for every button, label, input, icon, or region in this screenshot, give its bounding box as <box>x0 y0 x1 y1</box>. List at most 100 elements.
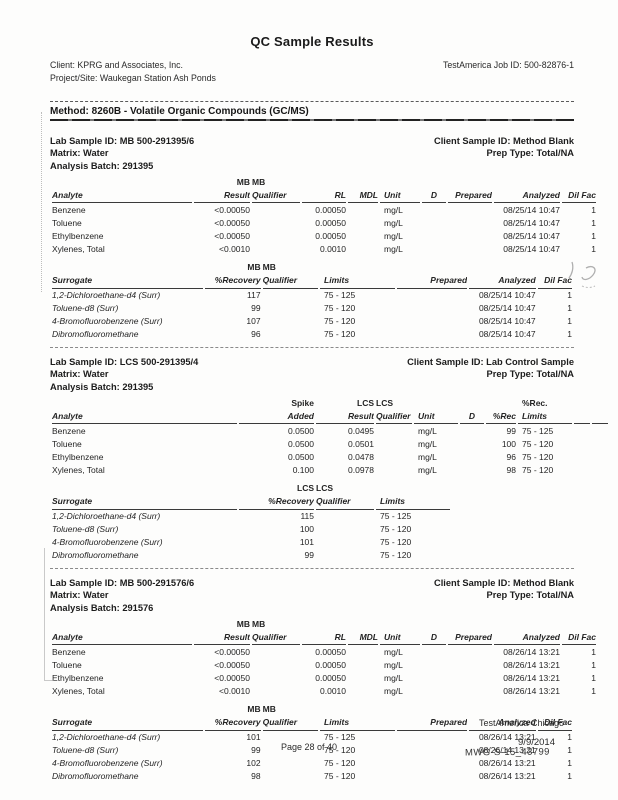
sample-id-block: Lab Sample ID: LCS 500-291395/4 Matrix: W… <box>50 356 574 394</box>
cell <box>376 424 412 437</box>
cell <box>592 424 608 437</box>
cell <box>422 216 446 229</box>
cell: 1 <box>567 289 572 300</box>
cell <box>397 315 468 328</box>
cell: 1 <box>591 659 596 670</box>
column-tag-row: LCS LCS <box>52 482 450 494</box>
footer-lab-name: TestAmerica Chicago <box>478 718 564 728</box>
cell: 1 <box>591 243 596 254</box>
cell <box>376 463 412 476</box>
cell <box>422 203 446 216</box>
cell <box>574 450 590 463</box>
table-row: 4-Bromofluorobenzene (Surr) 107 75 - 120 08… <box>52 315 572 328</box>
cell: mg/L <box>384 204 403 215</box>
cell: Xylenes, Total <box>52 685 105 696</box>
cell: Ethylbenzene <box>52 451 104 462</box>
cell: <0.00050 <box>214 204 250 215</box>
cell: 100 <box>501 438 516 449</box>
cell: 1 <box>591 204 596 215</box>
column-tag: LCS <box>376 398 393 409</box>
column-header: Prepared <box>396 274 468 289</box>
cell <box>263 770 318 783</box>
table-row: Toluene 0.0500 0.0501 mg/L 100 75 - 120 <box>52 437 608 450</box>
cell: 75 - 125 <box>324 731 356 742</box>
table-row: 4-Bromofluorobenzene (Surr) 102 75 - 120 08… <box>52 757 572 770</box>
cell: 75 - 120 <box>324 757 356 768</box>
cell <box>252 658 300 671</box>
column-header: Qualifier <box>376 409 412 425</box>
column-header: Dil Fac <box>562 188 596 204</box>
cell: 75 - 120 <box>380 536 412 547</box>
cell: 0.0010 <box>320 243 346 254</box>
column-header: RL <box>302 630 346 646</box>
cell <box>592 437 608 450</box>
cell <box>348 671 378 684</box>
cell: mg/L <box>418 464 437 475</box>
id-line: Lab Sample ID: MB 500-291576/6 <box>50 577 195 588</box>
column-header: Analyzed <box>494 188 560 204</box>
cell: 08/25/14 10:47 <box>503 217 560 228</box>
cell: 0.0500 <box>288 451 314 462</box>
cell: <0.00050 <box>214 672 250 683</box>
cell <box>397 731 468 744</box>
cell: Xylenes, Total <box>52 243 105 254</box>
table-row: Dibromofluoromethane 96 75 - 120 08/25/14 1… <box>52 328 572 341</box>
cell <box>348 203 378 216</box>
id-line: Client Sample ID: Method Blank <box>434 577 574 588</box>
cell: 75 - 120 <box>522 464 554 475</box>
cell: 1 <box>567 770 572 781</box>
cell <box>422 684 446 697</box>
job-id-line: TestAmerica Job ID: 500-82876-1 <box>442 60 574 70</box>
column-tag <box>448 176 492 188</box>
cell: 1 <box>591 217 596 228</box>
sample-id-block: Lab Sample ID: MB 500-291395/6 Matrix: Wa… <box>50 135 574 173</box>
cell: 1 <box>567 757 572 768</box>
sample-id-right: Client Sample ID: Method Blank Prep Type:… <box>434 577 574 615</box>
cell <box>592 463 608 476</box>
cell: 0.00050 <box>315 217 346 228</box>
cell: 4-Bromofluorobenzene (Surr) <box>52 757 163 768</box>
mb-analyte-table: MB MB Analyte Result Qualifier RL MDL Unit D Prep… <box>50 618 598 697</box>
mb-analyte-table: MB MB Analyte Result Qualifier RL MDL Unit D Prep… <box>50 176 598 255</box>
cell: 0.0501 <box>348 438 374 449</box>
cell <box>316 510 374 523</box>
header-row-2: Project/Site: Waukegan Station Ash Ponds <box>50 72 574 85</box>
cell: mg/L <box>384 217 403 228</box>
cell: 101 <box>246 731 261 742</box>
cell <box>574 437 590 450</box>
cell: Toluene-d8 (Surr) <box>52 744 119 755</box>
cell: 98 <box>251 770 261 781</box>
cell <box>592 450 608 463</box>
cell: 75 - 120 <box>380 549 412 560</box>
cell: mg/L <box>418 451 437 462</box>
method-bottom-rule <box>50 118 574 121</box>
cell <box>316 536 374 549</box>
cell: 0.0010 <box>320 685 346 696</box>
cell: 102 <box>246 757 261 768</box>
column-tag <box>302 618 346 630</box>
column-header: D <box>422 188 446 204</box>
column-tag <box>380 618 420 630</box>
column-header: Dil Fac <box>562 630 596 646</box>
cell <box>574 463 590 476</box>
column-tag <box>348 618 378 630</box>
column-tag <box>348 176 378 188</box>
cell <box>422 671 446 684</box>
cell: mg/L <box>384 230 403 241</box>
cell: 08/25/14 10:47 <box>478 302 536 313</box>
column-header: Analyte <box>52 630 192 646</box>
column-tag <box>376 482 450 494</box>
cell: 75 - 120 <box>522 438 554 449</box>
cell <box>316 523 374 536</box>
column-tag <box>494 618 560 630</box>
column-header: Unit <box>380 630 420 646</box>
cell: 75 - 120 <box>324 744 356 755</box>
column-header: Qualifier <box>316 495 374 510</box>
cell: 0.0978 <box>348 464 374 475</box>
column-header-row: Surrogate %Recovery Qualifier Limits <box>52 495 450 510</box>
cell: <0.00050 <box>214 659 250 670</box>
id-line: Matrix: Water <box>50 369 109 380</box>
cell <box>460 424 484 437</box>
footer-date: 9/9/2014 <box>518 737 555 748</box>
cell: 1 <box>591 230 596 241</box>
